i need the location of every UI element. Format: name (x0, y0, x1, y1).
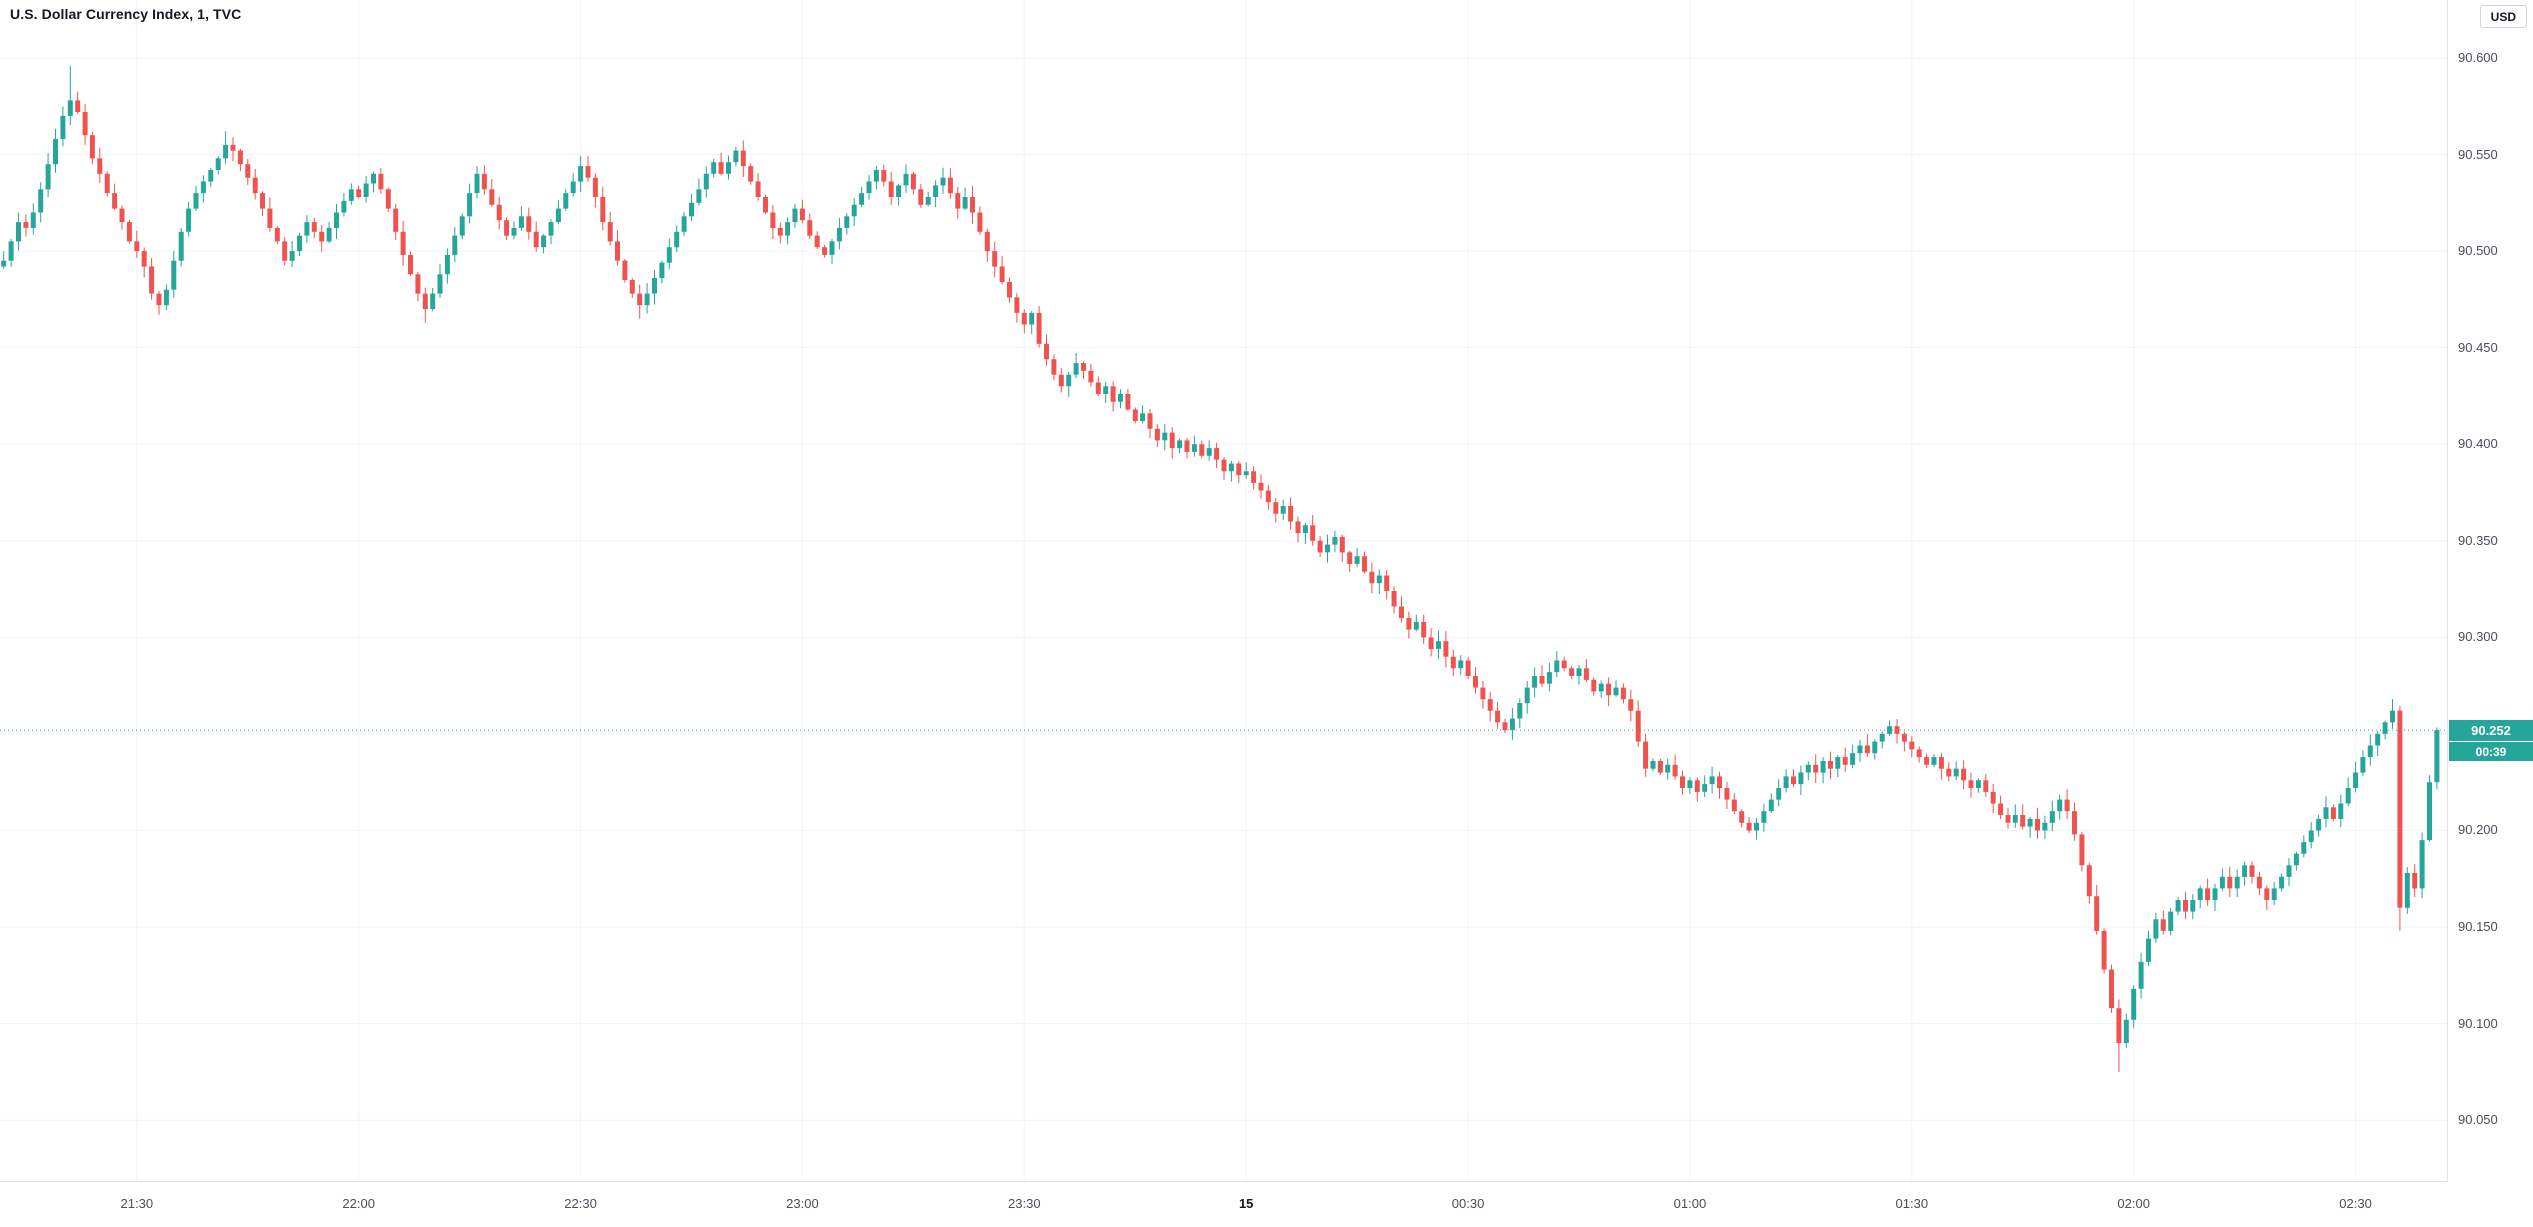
price-tick-label: 90.300 (2458, 629, 2498, 645)
time-tick-label: 02:30 (2339, 1196, 2372, 1211)
time-tick-label: 22:00 (342, 1196, 375, 1211)
candles-series (1, 65, 2440, 1072)
price-tick-label: 90.500 (2458, 243, 2498, 259)
price-tick-label: 90.050 (2458, 1112, 2498, 1128)
time-tick-label: 21:30 (120, 1196, 154, 1211)
price-tick-label: 90.350 (2458, 532, 2498, 548)
price-tick-label: 90.150 (2458, 919, 2498, 935)
price-tick-label: 90.200 (2458, 822, 2498, 838)
time-tick-label: 02:00 (2117, 1196, 2150, 1211)
time-tick-label: 01:30 (1895, 1196, 1929, 1211)
last-price-badge: 90.252 (2449, 720, 2533, 742)
grid (0, 0, 2447, 1181)
price-tick-label: 90.550 (2458, 146, 2498, 162)
price-tick-label: 90.100 (2458, 1015, 2498, 1031)
bar-countdown-badge: 00:39 (2449, 742, 2533, 762)
price-tick-label: 90.600 (2458, 49, 2498, 65)
currency-usd-button[interactable]: USD (2479, 5, 2527, 28)
time-tick-label: 01:00 (1673, 1196, 1707, 1211)
time-tick-label: 00:30 (1451, 1196, 1485, 1211)
price-tick-label: 90.400 (2458, 436, 2498, 452)
chart-legend-title[interactable]: U.S. Dollar Currency Index, 1, TVC (10, 6, 242, 22)
chart-legend[interactable]: U.S. Dollar Currency Index, 1, TVC (10, 6, 241, 22)
price-axis[interactable]: 90.252 00:39 90.600 90.550 90.500 90.450 90.… (2449, 0, 2533, 1182)
time-tick-label: 23:00 (786, 1196, 819, 1211)
time-tick-label: 23:30 (1008, 1196, 1041, 1211)
candlestick-chart (0, 0, 2447, 1181)
time-tick-label: 15 (1238, 1196, 1254, 1211)
time-axis[interactable]: 21:30 22:00 22:30 23:00 23:30 15 00:30 01:00 01:… (0, 1183, 2448, 1227)
price-tick-label: 90.450 (2458, 339, 2498, 355)
time-tick-label: 22:30 (564, 1196, 597, 1211)
chart-pane[interactable]: U.S. Dollar Currency Index, 1, TVC (0, 0, 2448, 1182)
